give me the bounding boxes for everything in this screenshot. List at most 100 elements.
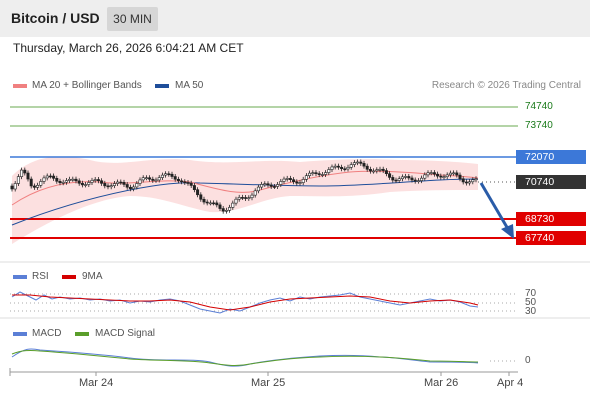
candle-body — [52, 175, 56, 179]
candle-body — [455, 172, 459, 176]
candle-body — [378, 168, 382, 171]
candle-body — [157, 177, 161, 181]
candle-body — [375, 169, 379, 172]
candle-body — [263, 183, 267, 186]
candle-body — [327, 169, 331, 173]
candle-body — [90, 180, 94, 183]
timestamp: Thursday, March 26, 2026 6:04:21 AM CET — [13, 41, 244, 55]
candle-body — [413, 179, 417, 182]
candle-body — [189, 182, 193, 186]
candle-body — [349, 164, 353, 168]
support-2-tag: 67740 — [516, 231, 586, 245]
candle-body — [266, 183, 270, 186]
candle-body — [394, 179, 398, 182]
candle-body — [247, 197, 251, 200]
candle-body — [205, 201, 209, 204]
candle-body — [119, 181, 123, 184]
candle-body — [109, 185, 113, 188]
down-arrow-icon — [501, 224, 514, 239]
macd-swatch — [13, 332, 27, 336]
x-label-apr4: Apr 4 — [497, 377, 524, 389]
ma50-line — [11, 178, 479, 226]
candle-body — [112, 183, 116, 186]
rsi-legend: RSI — [32, 271, 49, 282]
candle-body — [135, 183, 139, 188]
candle-body — [420, 177, 424, 181]
candle-body — [333, 165, 337, 168]
credit-text: Research © 2026 Trading Central — [431, 80, 581, 91]
candle-body — [253, 190, 257, 196]
candle-body — [314, 172, 318, 174]
macd-signal-line — [11, 349, 479, 367]
candle-body — [231, 202, 235, 208]
candle-body — [87, 182, 91, 185]
candle-body — [160, 174, 164, 178]
candle-body — [317, 173, 321, 175]
candle-body — [39, 181, 43, 186]
candle-body — [423, 174, 427, 179]
candle-body — [84, 184, 88, 186]
rsi-ma-legend: 9MA — [82, 271, 103, 282]
candle-body — [336, 165, 340, 168]
rsi-50-label: 50 — [525, 297, 537, 308]
candle-body — [151, 178, 155, 181]
candle-body — [224, 209, 228, 212]
candle-body — [359, 161, 363, 164]
candle-body — [58, 180, 62, 184]
candle-body — [237, 197, 241, 200]
candle-body — [436, 173, 440, 177]
rsi-ma-swatch — [62, 275, 76, 279]
candle-body — [45, 175, 49, 179]
candle-body — [234, 198, 238, 204]
rsi-70-label: 70 — [525, 288, 537, 299]
candle-body — [125, 184, 129, 188]
candle-body — [301, 179, 305, 183]
candle-body — [80, 183, 84, 186]
candle-body — [279, 181, 283, 185]
support-1-tag: 68730 — [516, 212, 586, 226]
candle-body — [71, 178, 75, 181]
last-price-tag: 70740 — [516, 175, 586, 189]
macd-line — [11, 348, 479, 367]
candle-body — [202, 198, 206, 203]
candle-body — [74, 178, 78, 182]
candle-body — [215, 202, 219, 206]
forecast-arrow — [479, 182, 510, 230]
candle-body — [292, 179, 296, 183]
candle-body — [288, 178, 292, 180]
candle-body — [48, 175, 52, 178]
macd-signal-swatch — [75, 332, 89, 336]
candle-body — [64, 180, 68, 183]
candle-body — [244, 197, 248, 199]
x-label-mar26: Mar 26 — [424, 377, 459, 389]
bollinger-band — [12, 156, 478, 244]
candle-body — [42, 177, 46, 182]
candle-body — [122, 182, 126, 185]
candle-body — [298, 182, 302, 184]
candle-body — [26, 172, 30, 180]
candle-body — [55, 178, 59, 182]
rsi-ma-line — [12, 294, 479, 311]
candle-body — [368, 168, 372, 172]
candle-body — [164, 173, 168, 176]
candle-body — [100, 180, 104, 184]
candle-body — [208, 202, 212, 205]
timeframe-button[interactable]: 30 MIN — [107, 7, 158, 31]
candle-body — [340, 166, 344, 170]
candle-body — [381, 168, 385, 171]
candle-body — [176, 178, 180, 182]
rsi-30-label: 30 — [525, 306, 537, 317]
candle-body — [461, 178, 465, 183]
ma20-swatch — [13, 84, 27, 88]
candle-body — [311, 172, 315, 174]
candle-body — [330, 166, 334, 170]
candle-body — [272, 186, 276, 188]
candle-body — [106, 185, 110, 188]
x-label-mar25: Mar 25 — [251, 377, 286, 389]
candle-body — [148, 177, 152, 180]
candle-body — [250, 194, 254, 199]
candlesticks — [10, 159, 478, 214]
candle-body — [468, 181, 472, 184]
candle-body — [167, 173, 171, 176]
